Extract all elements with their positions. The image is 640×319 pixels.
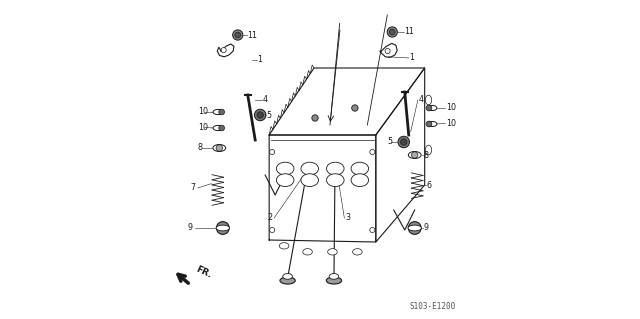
Text: 6: 6 — [427, 181, 432, 189]
Ellipse shape — [353, 249, 362, 255]
Ellipse shape — [428, 106, 437, 111]
Circle shape — [312, 115, 318, 121]
Text: 11: 11 — [404, 27, 415, 36]
Ellipse shape — [326, 277, 342, 284]
Circle shape — [269, 149, 275, 154]
Ellipse shape — [326, 174, 344, 187]
Ellipse shape — [426, 145, 432, 155]
Ellipse shape — [301, 174, 319, 187]
Ellipse shape — [301, 162, 319, 175]
Circle shape — [426, 105, 432, 111]
Ellipse shape — [279, 243, 289, 249]
Text: 10: 10 — [446, 103, 456, 113]
Ellipse shape — [328, 249, 337, 255]
Circle shape — [408, 222, 421, 234]
Ellipse shape — [426, 95, 432, 105]
Text: 9: 9 — [424, 224, 429, 233]
Ellipse shape — [408, 152, 421, 159]
Ellipse shape — [216, 225, 230, 231]
Text: 5: 5 — [387, 137, 392, 146]
Ellipse shape — [283, 273, 292, 279]
Text: 2: 2 — [267, 213, 272, 222]
Circle shape — [426, 121, 432, 127]
Circle shape — [370, 227, 375, 233]
Text: 10: 10 — [446, 119, 456, 128]
Ellipse shape — [213, 145, 226, 152]
Text: 9: 9 — [188, 224, 193, 233]
Circle shape — [219, 109, 225, 115]
Circle shape — [352, 105, 358, 111]
Ellipse shape — [326, 162, 344, 175]
Ellipse shape — [213, 109, 223, 115]
Text: S103-E1200: S103-E1200 — [410, 302, 456, 311]
Ellipse shape — [280, 277, 295, 284]
Circle shape — [257, 112, 264, 118]
Text: 3: 3 — [345, 213, 350, 222]
Ellipse shape — [428, 122, 437, 127]
Ellipse shape — [329, 273, 339, 279]
Circle shape — [233, 30, 243, 40]
Circle shape — [385, 48, 390, 54]
Circle shape — [221, 48, 226, 53]
Ellipse shape — [351, 162, 369, 175]
Text: 7: 7 — [191, 183, 196, 192]
Text: 5: 5 — [267, 110, 272, 120]
Text: 1: 1 — [410, 54, 415, 63]
Text: 1: 1 — [257, 56, 262, 64]
Ellipse shape — [213, 125, 223, 130]
Circle shape — [387, 27, 397, 37]
Text: 11: 11 — [248, 31, 257, 40]
Text: 10: 10 — [198, 108, 208, 116]
Circle shape — [216, 145, 223, 151]
Text: 10: 10 — [198, 123, 208, 132]
Circle shape — [401, 139, 407, 145]
Circle shape — [269, 227, 275, 233]
Text: 4: 4 — [419, 95, 424, 105]
Text: 8: 8 — [198, 144, 203, 152]
Text: FR.: FR. — [194, 265, 213, 280]
Circle shape — [370, 149, 375, 154]
Text: 4: 4 — [262, 95, 268, 105]
Ellipse shape — [276, 174, 294, 187]
Circle shape — [412, 152, 418, 158]
Ellipse shape — [351, 174, 369, 187]
Circle shape — [235, 32, 241, 38]
Ellipse shape — [276, 162, 294, 175]
Ellipse shape — [408, 225, 421, 231]
Circle shape — [389, 29, 395, 35]
Circle shape — [255, 109, 266, 121]
Circle shape — [219, 125, 225, 131]
Circle shape — [398, 136, 410, 148]
Ellipse shape — [303, 249, 312, 255]
Circle shape — [216, 222, 229, 234]
Text: 8: 8 — [424, 151, 429, 160]
